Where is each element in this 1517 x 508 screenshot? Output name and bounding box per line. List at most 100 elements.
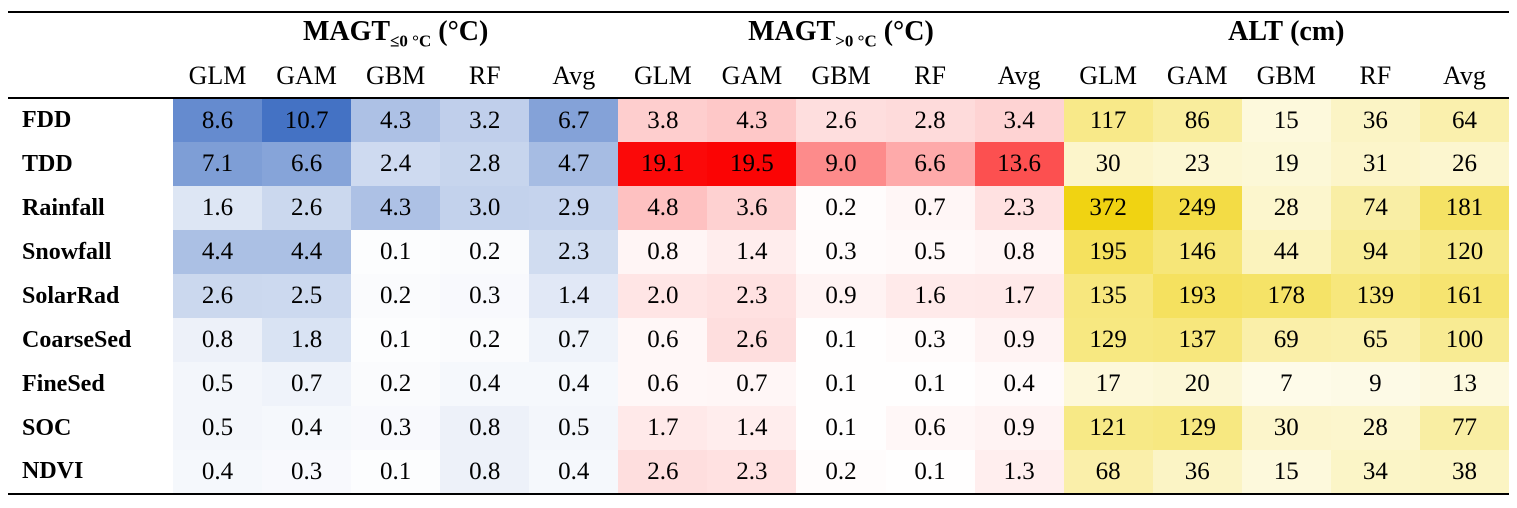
variable-importance-table: MAGT≤0 °C (°C) MAGT>0 °C (°C) ALT (cm) GLM… — [8, 11, 1509, 495]
value-cell: 0.3 — [796, 230, 886, 274]
group-title: MAGT — [302, 16, 391, 48]
value-cell: 0.2 — [351, 274, 441, 318]
value-cell: 0.3 — [351, 406, 441, 450]
value-cell: 120 — [1419, 230, 1509, 274]
value-cell: 6.6 — [885, 142, 975, 186]
row-label: NDVI — [22, 458, 84, 484]
value-cell: 26 — [1419, 142, 1509, 186]
value-cell: 0.2 — [440, 230, 530, 274]
value-cell: 65 — [1330, 318, 1420, 362]
value-cell: 0.7 — [707, 362, 797, 406]
col-header-alt-gbm: GBM — [1241, 55, 1331, 99]
group-header-row: MAGT≤0 °C (°C) MAGT>0 °C (°C) ALT (cm) — [8, 12, 1509, 55]
value-cell: 195 — [1063, 230, 1153, 274]
value-cell: 28 — [1330, 406, 1420, 450]
value-cell: 0.5 — [529, 406, 619, 450]
group-header-magt_le0: MAGT≤0 °C (°C) — [173, 12, 618, 55]
value-cell: 1.6 — [885, 274, 975, 318]
model-header-row: GLM GAM GBM RF Avg GLM GAM GBM RF Avg GLM GAM GBM RF A… — [8, 55, 1509, 99]
value-cell: 19 — [1241, 142, 1331, 186]
value-cell: 0.4 — [974, 362, 1064, 406]
value-cell: 249 — [1152, 186, 1242, 230]
col-header-magt_le0-gbm: GBM — [351, 55, 441, 99]
table-row-ndvi: NDVI 0.4 0.3 0.1 0.8 0.4 2.6 2.3 0.2 0.1 1.3 68 36 15… — [8, 450, 1509, 494]
value-cell: 4.3 — [707, 98, 797, 142]
value-cell: 94 — [1330, 230, 1420, 274]
value-cell: 13.6 — [974, 142, 1064, 186]
value-cell: 129 — [1152, 406, 1242, 450]
col-header-alt-avg: Avg — [1419, 55, 1509, 99]
value-cell: 139 — [1330, 274, 1420, 318]
value-cell: 8.6 — [173, 98, 263, 142]
table-row-snowfall: Snowfall 4.4 4.4 0.1 0.2 2.3 0.8 1.4 0.3 0.5 0.8 19… — [8, 230, 1509, 274]
value-cell: 1.8 — [262, 318, 352, 362]
value-cell: 117 — [1063, 98, 1153, 142]
value-cell: 0.4 — [529, 362, 619, 406]
value-cell: 0.2 — [440, 318, 530, 362]
value-cell: 1.4 — [707, 406, 797, 450]
value-cell: 28 — [1241, 186, 1331, 230]
value-cell: 3.2 — [440, 98, 530, 142]
value-cell: 2.0 — [618, 274, 708, 318]
value-cell: 2.8 — [440, 142, 530, 186]
value-cell: 2.6 — [262, 186, 352, 230]
value-cell: 193 — [1152, 274, 1242, 318]
value-cell: 36 — [1152, 450, 1242, 494]
col-header-alt-glm: GLM — [1063, 55, 1153, 99]
value-cell: 0.6 — [618, 362, 708, 406]
value-cell: 0.5 — [173, 406, 263, 450]
value-cell: 135 — [1063, 274, 1153, 318]
value-cell: 2.6 — [707, 318, 797, 362]
value-cell: 0.2 — [796, 186, 886, 230]
table-row-solarrad: SolarRad 2.6 2.5 0.2 0.3 1.4 2.0 2.3 0.9 1.6 1.7 13… — [8, 274, 1509, 318]
value-cell: 2.6 — [618, 450, 708, 494]
row-label: TDD — [22, 150, 73, 177]
value-cell: 36 — [1330, 98, 1420, 142]
value-cell: 2.3 — [529, 230, 619, 274]
value-cell: 2.5 — [262, 274, 352, 318]
col-header-magt_gt0-gbm: GBM — [796, 55, 886, 99]
value-cell: 2.3 — [974, 186, 1064, 230]
value-cell: 0.6 — [885, 406, 975, 450]
col-header-magt_le0-gam: GAM — [262, 55, 352, 99]
value-cell: 0.2 — [796, 450, 886, 494]
value-cell: 3.4 — [974, 98, 1064, 142]
value-cell: 0.3 — [262, 450, 352, 494]
value-cell: 30 — [1241, 406, 1331, 450]
value-cell: 19.5 — [707, 142, 797, 186]
value-cell: 86 — [1152, 98, 1242, 142]
value-cell: 0.9 — [974, 406, 1064, 450]
col-header-magt_gt0-gam: GAM — [707, 55, 797, 99]
value-cell: 0.4 — [529, 450, 619, 494]
value-cell: 178 — [1241, 274, 1331, 318]
value-cell: 30 — [1063, 142, 1153, 186]
col-header-magt_le0-rf: RF — [440, 55, 530, 99]
value-cell: 0.1 — [885, 362, 975, 406]
group-title: ALT — [1228, 16, 1284, 48]
value-cell: 4.3 — [351, 186, 441, 230]
value-cell: 3.6 — [707, 186, 797, 230]
value-cell: 0.9 — [796, 274, 886, 318]
value-cell: 0.7 — [885, 186, 975, 230]
value-cell: 3.8 — [618, 98, 708, 142]
value-cell: 0.1 — [351, 318, 441, 362]
row-label: Rainfall — [22, 194, 105, 221]
value-cell: 0.1 — [796, 318, 886, 362]
value-cell: 372 — [1063, 186, 1153, 230]
paper-table-page: MAGT≤0 °C (°C) MAGT>0 °C (°C) ALT (cm) GLM… — [0, 11, 1517, 508]
table-header: MAGT≤0 °C (°C) MAGT>0 °C (°C) ALT (cm) GLM… — [8, 12, 1509, 99]
value-cell: 4.4 — [262, 230, 352, 274]
value-cell: 64 — [1419, 98, 1509, 142]
value-cell: 44 — [1241, 230, 1331, 274]
row-label: FDD — [22, 107, 72, 133]
group-title: MAGT — [748, 16, 836, 48]
value-cell: 1.4 — [707, 230, 797, 274]
value-cell: 2.8 — [885, 98, 975, 142]
value-cell: 2.3 — [707, 450, 797, 494]
value-cell: 38 — [1419, 450, 1509, 494]
row-label: CoarseSed — [22, 326, 132, 353]
value-cell: 100 — [1419, 318, 1509, 362]
value-cell: 7 — [1241, 362, 1331, 406]
table-body: FDD 8.6 10.7 4.3 3.2 6.7 3.8 4.3 2.6 2.8 3.4 117 86 1… — [8, 98, 1509, 494]
value-cell: 13 — [1419, 362, 1509, 406]
